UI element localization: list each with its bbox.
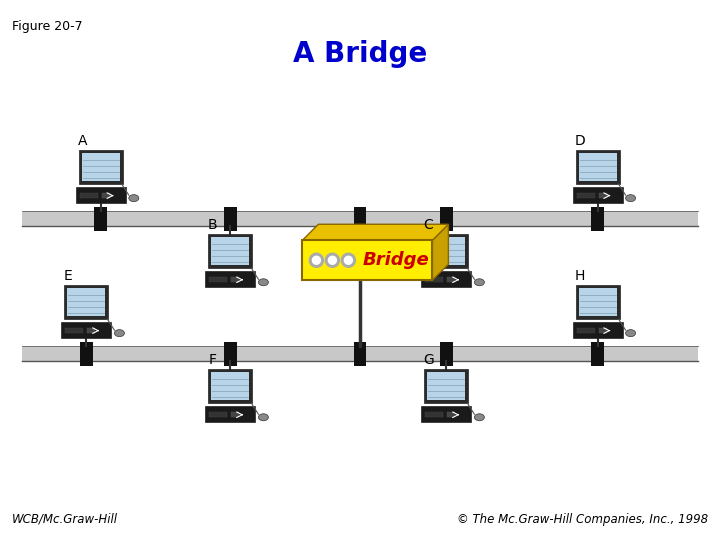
Text: A: A [78,134,88,148]
Circle shape [325,253,339,267]
Bar [224,342,237,366]
Bar [68,288,105,316]
Bar [210,277,228,282]
Bar [212,372,249,400]
Bar [80,342,93,366]
Bar [424,234,469,268]
Bar [205,271,256,287]
Bar [591,206,604,231]
Bar [440,342,453,366]
Circle shape [310,253,323,267]
Text: D: D [575,134,585,148]
Bar [94,206,107,231]
Bar [82,153,120,181]
Polygon shape [433,224,449,280]
Bar [575,150,620,184]
Circle shape [344,256,352,264]
Ellipse shape [474,279,485,286]
Bar [87,328,95,333]
Circle shape [312,256,320,264]
Bar [302,240,433,280]
Text: A Bridge: A Bridge [293,40,427,68]
Bar [78,150,123,184]
Bar [22,211,698,226]
Bar [575,285,620,319]
Bar [80,193,98,198]
Bar [212,237,249,265]
Bar [440,206,453,231]
Bar [210,412,228,417]
Bar [447,277,455,282]
Bar [424,369,469,403]
Text: H: H [575,269,585,283]
Ellipse shape [114,329,125,336]
Bar [66,328,84,333]
Bar [579,288,616,316]
Ellipse shape [129,194,139,201]
Text: Bridge: Bridge [362,251,429,269]
Text: E: E [64,269,73,283]
Bar [421,406,472,422]
Bar [231,412,239,417]
Bar [572,187,623,203]
Bar [428,372,465,400]
Bar [426,412,444,417]
Text: © The Mc.Graw-Hill Companies, Inc., 1998: © The Mc.Graw-Hill Companies, Inc., 1998 [457,513,708,526]
Circle shape [341,253,356,267]
Bar [64,285,109,319]
Text: F: F [208,353,217,367]
Bar [579,153,616,181]
Bar [102,193,110,198]
Bar [428,237,465,265]
Text: B: B [207,218,217,232]
Bar [591,342,604,366]
Bar [598,193,606,198]
Ellipse shape [626,194,636,201]
Bar [205,406,256,422]
Bar [598,328,606,333]
Ellipse shape [258,414,269,421]
Polygon shape [302,224,449,240]
Bar [224,206,237,231]
Text: Figure 20-7: Figure 20-7 [12,20,83,33]
Bar [572,322,623,338]
Bar [76,187,126,203]
Circle shape [328,256,336,264]
Ellipse shape [258,279,269,286]
Bar [577,328,595,333]
Bar [208,369,253,403]
Bar [447,412,455,417]
Bar [61,322,112,338]
Text: C: C [423,218,433,232]
Bar [426,277,444,282]
Bar [354,342,366,366]
Bar [208,234,253,268]
Bar [577,193,595,198]
Bar [231,277,239,282]
Ellipse shape [626,329,636,336]
Ellipse shape [474,414,485,421]
Bar [22,346,698,361]
Bar [421,271,472,287]
Text: G: G [423,353,433,367]
Bar [354,206,366,231]
Text: WCB/Mc.Graw-Hill: WCB/Mc.Graw-Hill [12,513,118,526]
